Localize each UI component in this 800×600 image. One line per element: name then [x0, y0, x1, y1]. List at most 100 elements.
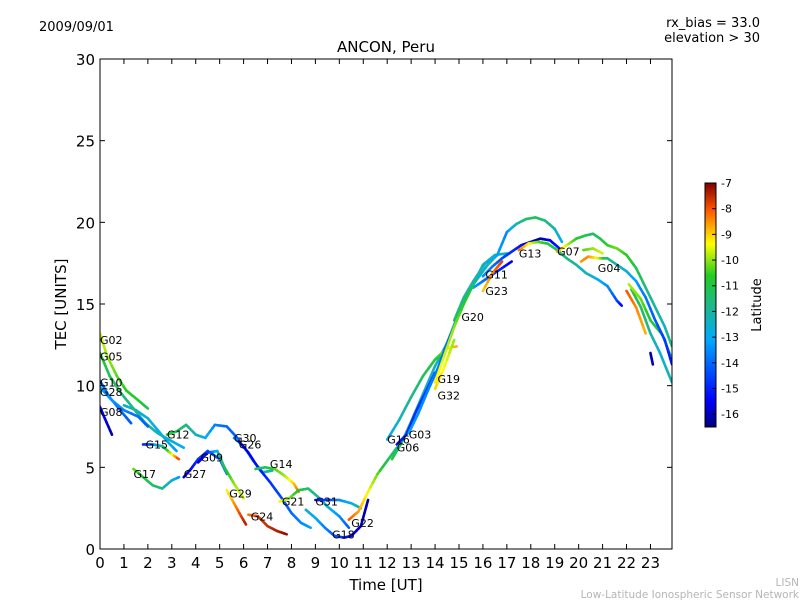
colorbar-tick-label: -12: [721, 305, 739, 318]
x-tick-label: 19: [545, 554, 564, 572]
unlabeled-track-fragment-4: [649, 351, 655, 366]
satellite-label-g24: G24: [251, 510, 274, 523]
satellite-label-g09: G09: [201, 452, 224, 465]
satellite-track-g13: [517, 240, 624, 307]
satellite-label-g13: G13: [519, 247, 542, 260]
track-segment: [179, 444, 186, 450]
colorbar-ticks: -7 -8 -9 -10 -11 -12 -13 -14 -15 -16: [712, 177, 739, 421]
satellite-label-g04: G04: [598, 262, 621, 275]
satellite-label-g18: G18: [332, 528, 355, 541]
satellite-label-g31: G31: [315, 496, 338, 509]
x-tick-label: 0: [95, 554, 105, 572]
colorbar-tick-label: -9: [721, 228, 732, 241]
colorbar-tick-label: -7: [721, 177, 732, 190]
satellite-label-g07: G07: [557, 246, 580, 259]
colorbar-tick-label: -16: [721, 408, 739, 421]
satellite-label-g05: G05: [100, 350, 123, 363]
track-segment: [172, 447, 178, 453]
x-tick-label: 15: [449, 554, 468, 572]
track-segment: [661, 359, 668, 370]
satellite-track-g31: [314, 498, 363, 510]
elevation-label: elevation > 30: [664, 31, 760, 46]
track-segment: [127, 419, 133, 425]
satellite-track-g16: [385, 345, 458, 441]
x-tick-label: 9: [311, 554, 321, 572]
x-tick-label: 1: [119, 554, 129, 572]
y-tick-label: 30: [76, 51, 95, 69]
satellite-label-g27: G27: [184, 468, 207, 481]
satellite-label-g28: G28: [100, 386, 123, 399]
unlabeled-track-fragment-2: [630, 287, 672, 384]
series-layer: [100, 216, 672, 539]
y-tick-label: 5: [85, 459, 95, 477]
x-tick-label: 20: [569, 554, 588, 572]
y-tick-label: 25: [76, 133, 95, 151]
track-segment: [175, 475, 181, 480]
x-tick-label: 21: [593, 554, 612, 572]
track-segment: [306, 525, 312, 530]
satellite-track-g07: [555, 232, 672, 348]
track-segment: [175, 456, 181, 461]
track-segment: [144, 422, 150, 428]
colorbar-tick-label: -15: [721, 382, 739, 395]
satellite-label-g21: G21: [282, 496, 305, 509]
track-segment: [144, 405, 150, 410]
satellite-label-g12: G12: [167, 429, 190, 442]
x-tick-label: 11: [354, 554, 373, 572]
x-axis: 0 1 2 3 4 5 6 7 8 9 10 11 12 13 14 15 16 17 18 19 20 21 22 23: [95, 59, 660, 572]
satellite-label-g08: G08: [100, 406, 123, 419]
x-tick-label: 23: [641, 554, 660, 572]
satellite-label-g30: G30: [234, 432, 257, 445]
satellite-label-g22: G22: [351, 517, 374, 530]
x-tick-label: 6: [239, 554, 249, 572]
track-segment: [598, 250, 604, 255]
satellite-label-g02: G02: [100, 334, 123, 347]
colorbar-tick-label: -10: [721, 254, 739, 267]
x-tick-label: 16: [473, 554, 492, 572]
satellite-label-g19: G19: [437, 373, 460, 386]
x-tick-label: 7: [263, 554, 273, 572]
x-tick-label: 3: [167, 554, 177, 572]
satellite-track-g24: [247, 513, 288, 536]
track-segment: [234, 434, 241, 441]
satellite-track-g12: [165, 423, 241, 441]
colorbar-label: Latitude: [750, 278, 765, 332]
track-segment: [658, 351, 665, 362]
track-segment: [108, 429, 114, 436]
satellite-track-g05: [100, 351, 186, 450]
satellite-track-g28: [100, 385, 150, 428]
track-segment: [243, 521, 248, 526]
track-segment: [664, 366, 671, 377]
colorbar: -7 -8 -9 -10 -11 -12 -13 -14 -15 -16 Latitude: [704, 177, 765, 428]
x-tick-label: 22: [617, 554, 636, 572]
x-axis-label: Time [UT]: [348, 576, 422, 594]
track-segment: [650, 360, 655, 366]
track-segment: [507, 260, 513, 265]
track-segment: [619, 303, 624, 307]
colorbar-tick-label: -14: [721, 357, 739, 370]
y-axis: 0 5 10 15 20 25 30: [76, 51, 672, 559]
satellite-track-g23: [481, 260, 504, 293]
x-tick-label: 4: [191, 554, 201, 572]
unlabeled-track-fragment-7: [472, 260, 513, 289]
colorbar-tick-label: -13: [721, 331, 739, 344]
track-segment: [282, 532, 288, 536]
x-tick-label: 5: [215, 554, 225, 572]
satellite-label-g20: G20: [461, 311, 484, 324]
x-tick-label: 14: [426, 554, 445, 572]
track-segment: [558, 237, 564, 244]
satellite-label-g11: G11: [485, 269, 508, 282]
y-axis-label: TEC [UNITS]: [52, 259, 70, 351]
satellite-label-g14: G14: [270, 458, 293, 471]
satellite-label-g23: G23: [485, 285, 508, 298]
satellite-track-g04: [579, 255, 672, 366]
colorbar-tick-label: -11: [721, 280, 739, 293]
track-segment: [450, 338, 456, 348]
satellite-label-g17: G17: [134, 468, 157, 481]
track-segment: [641, 325, 647, 335]
rx-bias-label: rx_bias = 33.0: [666, 16, 760, 31]
track-segment: [239, 493, 245, 500]
satellite-label-g15: G15: [145, 438, 168, 451]
satellite-label-g26: G26: [239, 438, 262, 451]
satellite-track-g02: [100, 332, 150, 410]
